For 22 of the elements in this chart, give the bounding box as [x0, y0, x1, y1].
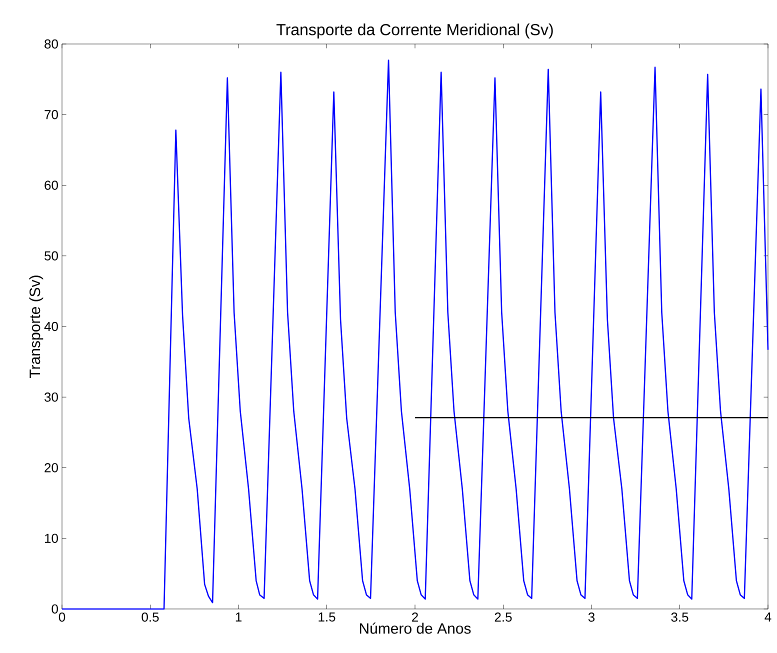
chart-title: Transporte da Corrente Meridional (Sv) — [276, 24, 553, 38]
x-tick-label: 2 — [412, 612, 418, 622]
x-axis-title: Número de Anos — [360, 622, 471, 634]
x-tick-label: 1.5 — [318, 612, 336, 622]
x-tick-label: 4 — [764, 612, 772, 622]
x-tick-label: 1 — [236, 612, 242, 622]
line-series — [61, 60, 769, 610]
y-tick-label: 60 — [44, 180, 58, 190]
y-tick-label: 40 — [44, 322, 58, 332]
x-tick-label: 2.5 — [494, 612, 512, 622]
y-tick-label: 10 — [45, 534, 58, 543]
y-tick-label: 30 — [44, 392, 58, 402]
x-tick-label: 0.5 — [142, 612, 159, 622]
x-tick-label: 3 — [588, 612, 595, 622]
y-tick-label: 80 — [44, 39, 58, 49]
y-tick-label: 70 — [44, 110, 58, 120]
x-tick-label: 0 — [58, 612, 66, 622]
y-axis-title: Transporte (Sv) — [29, 276, 44, 378]
y-tick-label: 50 — [44, 251, 58, 260]
x-tick-label: 3.5 — [671, 612, 688, 622]
y-tick-label: 0 — [52, 604, 58, 614]
y-tick-label: 20 — [44, 463, 58, 472]
